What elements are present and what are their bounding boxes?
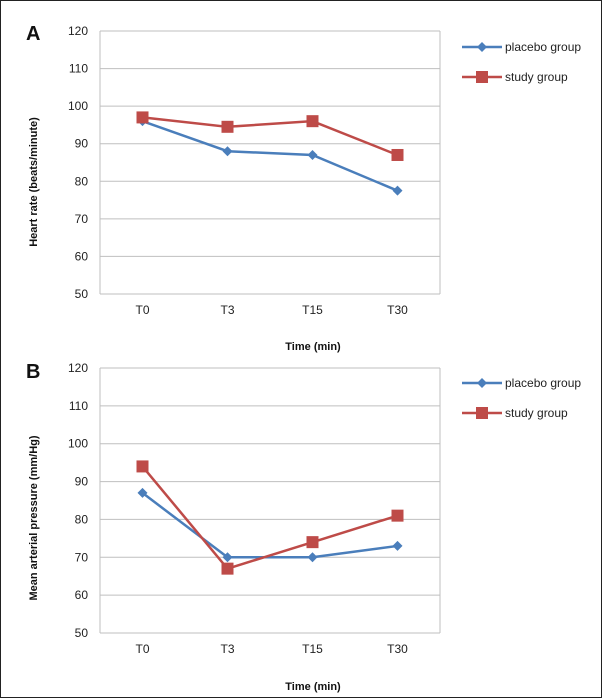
- panel-b-letter: B: [26, 361, 40, 383]
- panel-a-xtick-label: T30: [387, 303, 408, 317]
- panel-b-placebo-group-point: [392, 540, 403, 551]
- panel-b-legend-placebo-group-label: placebo group: [505, 376, 581, 390]
- panel-a-ytick-label: 110: [69, 62, 88, 76]
- panel-b-ytick-label: 50: [75, 626, 89, 640]
- panel-a-ytick-label: 50: [75, 287, 89, 301]
- panel-a-legend-study-group-label: study group: [505, 70, 568, 84]
- panel-a-placebo-group-point: [392, 185, 403, 196]
- panel-b-legend-placebo-group-marker: [477, 378, 487, 388]
- panel-b-placebo-group-point: [307, 552, 318, 563]
- panel-a-study-group-point: [221, 120, 234, 133]
- panel-a-study-group-point: [136, 111, 149, 124]
- panel-b-ytick-label: 80: [75, 512, 89, 526]
- panel-b-xlabel: Time (min): [285, 681, 341, 693]
- panel-b-xtick-label: T0: [135, 642, 149, 656]
- panel-a-xtick-label: T0: [135, 303, 149, 317]
- panel-b-xtick-label: T15: [302, 642, 323, 656]
- panel-b-ytick-label: 90: [75, 475, 89, 489]
- panel-a: A Heart rate (beats/minute) Time (min) 5…: [26, 23, 581, 353]
- panel-a-letter: A: [26, 23, 40, 45]
- panel-a-legend-placebo-group-marker: [477, 42, 487, 52]
- panel-b-study-group-point: [306, 536, 319, 549]
- panel-b-ytick-label: 70: [75, 550, 89, 564]
- panel-b-ytick-label: 110: [69, 399, 88, 413]
- panel-a-study-group-point: [391, 148, 404, 161]
- panel-b-ylabel: Mean arterial pressure (mm/Hg): [28, 435, 40, 600]
- panel-a-ylabel: Heart rate (beats/minute): [28, 117, 40, 247]
- panel-b-xtick-label: T30: [387, 642, 408, 656]
- panel-a-ytick-label: 90: [75, 137, 89, 151]
- panel-b-placebo-group-point: [137, 487, 148, 498]
- panel-a-ytick-label: 60: [75, 249, 89, 263]
- panel-a-study-group-line: [142, 116, 398, 157]
- panel-b: B Mean arterial pressure (mm/Hg) Time (m…: [26, 361, 581, 693]
- panel-b-study-group-point: [221, 562, 234, 575]
- panel-b-ytick-label: 60: [75, 588, 89, 602]
- panel-b-study-group-line: [141, 465, 398, 571]
- panel-a-xlabel: Time (min): [285, 341, 341, 353]
- panel-a-legend-placebo-group-label: placebo group: [505, 40, 581, 54]
- panel-b-ytick-label: 120: [68, 361, 88, 375]
- panel-b-legend-study-group-label: study group: [505, 406, 568, 420]
- panel-a-xtick-label: T3: [220, 303, 234, 317]
- panel-a-placebo-group-line: [142, 119, 398, 192]
- panel-a-xtick-label: T15: [302, 303, 323, 317]
- panel-a-legend-study-group-marker: [476, 71, 488, 83]
- panel-b-xtick-label: T3: [220, 642, 234, 656]
- panel-b-placebo-group-point: [222, 552, 233, 563]
- panel-a-placebo-group-point: [307, 149, 318, 160]
- panel-a-study-group-point: [306, 115, 319, 128]
- panel-a-ytick-label: 120: [68, 24, 88, 38]
- panel-b-legend-study-group-marker: [476, 407, 488, 419]
- panel-a-ytick-label: 70: [75, 212, 89, 226]
- panel-b-placebo-group-line: [141, 491, 398, 559]
- panel-b-study-group-point: [136, 460, 149, 473]
- panel-b-ytick-label: 100: [68, 437, 88, 451]
- panel-a-ytick-label: 80: [75, 174, 89, 188]
- panel-b-study-group-point: [391, 509, 404, 522]
- panel-a-ytick-label: 100: [68, 99, 88, 113]
- panel-a-placebo-group-point: [222, 146, 233, 157]
